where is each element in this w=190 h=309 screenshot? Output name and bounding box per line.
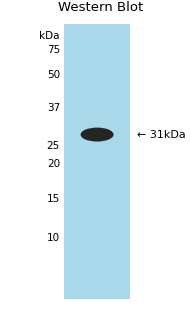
- Text: 25: 25: [47, 141, 60, 151]
- Text: 50: 50: [47, 70, 60, 80]
- Text: 75: 75: [47, 45, 60, 55]
- Ellipse shape: [81, 128, 114, 142]
- Text: 20: 20: [47, 159, 60, 169]
- Text: kDa: kDa: [40, 31, 60, 41]
- Text: 15: 15: [47, 193, 60, 204]
- FancyBboxPatch shape: [64, 24, 130, 299]
- Text: Western Blot: Western Blot: [58, 1, 143, 14]
- Text: ← 31kDa: ← 31kDa: [137, 129, 185, 140]
- Text: 10: 10: [47, 233, 60, 243]
- Text: 37: 37: [47, 104, 60, 113]
